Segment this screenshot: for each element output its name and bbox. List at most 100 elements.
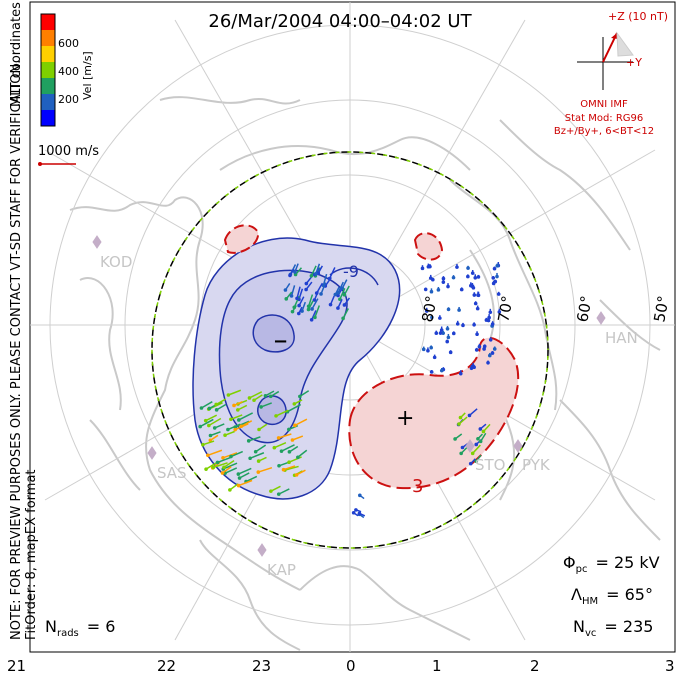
velocity-vector-origin: [288, 273, 292, 278]
velocity-vector-origin: [272, 445, 277, 450]
velocity-vector-origin: [459, 451, 463, 456]
velocity-vector: [202, 440, 215, 446]
velocity-vector-origin: [212, 426, 217, 430]
velocity-vector: [314, 305, 321, 318]
velocity-vector: [311, 298, 319, 310]
velocity-vector-origin: [232, 403, 236, 408]
colorbar-segment: [41, 30, 55, 47]
imf-panel: +Z (10 nT) +Y OMNI IMF Stat Mod: RG96 Bz…: [554, 10, 668, 137]
velocity-vector-origin: [423, 287, 428, 292]
velocity-vector: [201, 401, 213, 409]
velocity-vector: [298, 288, 304, 300]
velocity-vector-origin: [298, 394, 302, 399]
velocity-vector-origin: [259, 405, 263, 409]
velocity-vector-origin: [214, 408, 219, 412]
velocity-vector-origin: [294, 473, 299, 477]
velocity-vector-origin: [453, 437, 457, 441]
velocity-vector-origin: [492, 347, 497, 351]
station-label-kod: KOD: [100, 253, 132, 271]
velocity-vector-origin: [207, 406, 212, 411]
velocity-vector: [238, 467, 252, 475]
velocity-vector: [274, 442, 287, 449]
velocity-vector-origin: [239, 424, 244, 429]
colorbar-segment: [41, 78, 55, 95]
velocity-vector-origin: [236, 483, 241, 488]
colorbar-segment: [41, 94, 55, 111]
velocity-vector-origin: [208, 433, 213, 438]
velocity-vector: [292, 435, 304, 441]
velocity-vector: [205, 461, 218, 470]
velocity-vector-origin: [204, 467, 208, 471]
velocity-vector-origin: [284, 297, 289, 301]
velocity-vector-origin: [458, 371, 463, 376]
velocity-vector-origin: [441, 331, 445, 335]
lambda-hm-stat: ΛHM = 65°: [571, 585, 653, 607]
velocity-vector-origin: [467, 413, 472, 418]
coordinate-system-label: MLT coordinates: [9, 2, 24, 107]
plot-frame: [29, 1, 676, 653]
velocity-vector-origin: [263, 393, 268, 398]
velocity-vector-origin: [342, 303, 347, 307]
potential-min-marker: −: [273, 331, 288, 352]
station-marker-sas: [147, 446, 157, 460]
contour-label-positive: 3: [412, 476, 423, 497]
velocity-vector-origin: [490, 351, 495, 355]
preview-note: NOTE: FOR PREVIEW PURPOSES ONLY. PLEASE …: [9, 60, 24, 640]
velocity-vector-origin: [497, 310, 502, 314]
velocity-vector-origin: [248, 456, 252, 461]
station-marker-kod: [92, 235, 102, 249]
velocity-vector: [320, 282, 327, 295]
velocity-vector-origin: [228, 488, 232, 492]
velocity-vector: [342, 308, 350, 319]
mlt-tick-22: 22: [157, 657, 176, 674]
coastlines: [69, 96, 661, 651]
velocity-vector-origin: [441, 280, 446, 284]
velocity-vector-origin: [236, 472, 241, 476]
velocity-vector: [260, 402, 272, 408]
velocity-vector: [278, 433, 292, 439]
station-label-kap: KAP: [267, 561, 296, 579]
velocity-vector: [230, 450, 244, 458]
velocity-vector: [472, 444, 481, 454]
velocity-vector: [297, 449, 308, 458]
velocity-vector-origin: [290, 309, 295, 314]
velocity-vector-origin: [429, 370, 434, 374]
velocity-vector: [240, 420, 253, 427]
velocity-vector-origin: [474, 459, 479, 464]
velocity-vector: [328, 267, 336, 279]
velocity-vector: [316, 282, 324, 294]
velocity-vector-origin: [492, 266, 497, 271]
phi-pc-stat: Φpc = 25 kV: [563, 553, 660, 575]
velocity-vector: [296, 286, 301, 299]
velocity-vector-origin: [478, 439, 483, 444]
velocity-vector-origin: [451, 331, 456, 336]
station-label-pyk: PYK: [522, 456, 551, 474]
velocity-vector-origin: [429, 345, 433, 350]
fitorder-note: FitOrder: 8, mapEX format: [24, 469, 39, 640]
velocity-vector-origin: [429, 289, 434, 294]
velocity-vector: [249, 391, 263, 399]
velocity-vector: [290, 285, 296, 297]
station-label-sto: STO: [475, 456, 506, 474]
velocity-vector-origin: [495, 264, 500, 268]
velocity-vector: [278, 488, 290, 495]
velocity-vector-origin: [287, 427, 291, 432]
velocity-vector-origin: [206, 453, 210, 458]
velocity-vector-origin: [233, 427, 237, 432]
n-vc-stat: Nvc = 235: [573, 617, 653, 639]
velocity-vector-origin: [226, 393, 231, 397]
velocity-vector: [294, 418, 308, 427]
velocity-vector: [228, 389, 242, 396]
velocity-vector-origin: [319, 292, 323, 296]
velocity-vector: [230, 414, 243, 420]
velocity-vector: [215, 398, 227, 406]
velocity-vector-origin: [438, 316, 442, 320]
velocity-vector-origin: [246, 439, 251, 443]
velocity-vector-origin: [488, 337, 493, 342]
statistics: Φpc = 25 kV ΛHM = 65° Nvc = 235 Nrads = 6: [45, 553, 660, 639]
velocity-vector-origin: [223, 433, 227, 438]
velocity-vector-origin: [274, 414, 278, 418]
velocity-vector-origin: [304, 287, 308, 292]
velocity-vector-origin: [309, 317, 314, 322]
potential-max-marker: +: [396, 406, 414, 431]
